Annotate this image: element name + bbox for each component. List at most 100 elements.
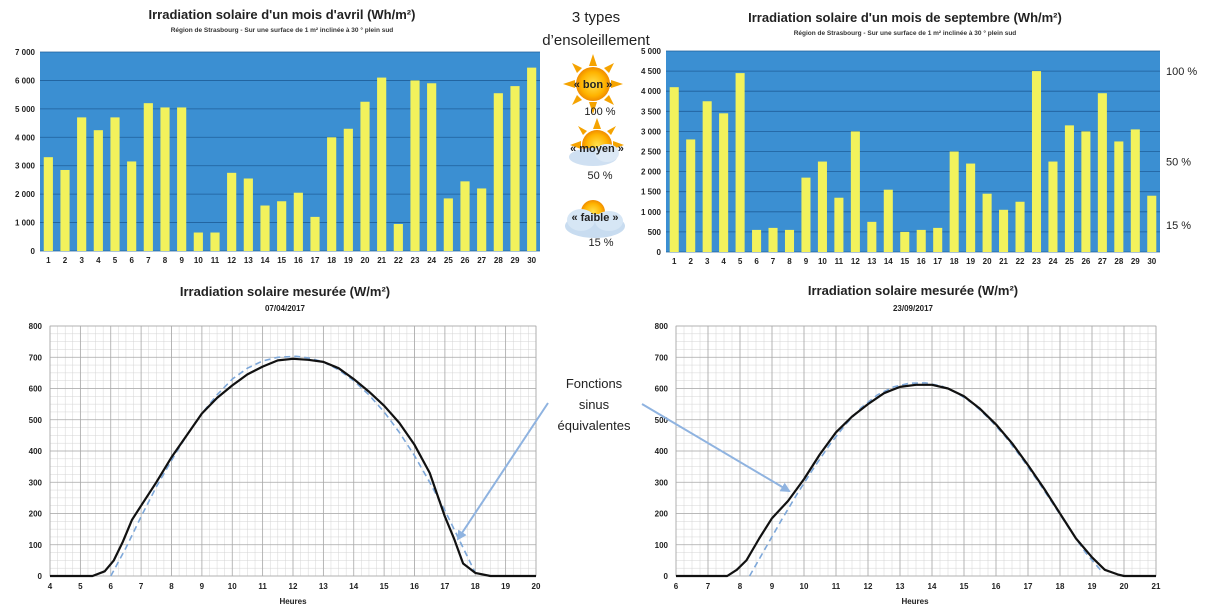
april-bar <box>293 192 303 251</box>
sunshine-types-panel: 3 types d’ensoleillement « bon » 100 % <box>542 9 650 249</box>
april-subtitle: Région de Strasbourg - Sur une surface d… <box>171 26 394 34</box>
september-bar <box>916 229 926 252</box>
april-bar <box>160 107 170 251</box>
september-x-tick-label: 3 <box>705 257 710 266</box>
april-bar <box>343 128 353 251</box>
september-bar <box>1015 201 1025 252</box>
april-bars <box>43 67 537 252</box>
september-day-sine-line <box>748 382 1103 577</box>
september-bars <box>669 71 1157 253</box>
september-day-x-tick-label: 19 <box>1088 582 1097 591</box>
april-bar <box>510 86 520 251</box>
september-right-label: 50 % <box>1166 157 1191 169</box>
april-bar <box>127 161 137 251</box>
september-bar <box>752 229 762 252</box>
april-day-xlabel: Heures <box>279 597 307 606</box>
september-x-tick-label: 30 <box>1147 257 1156 266</box>
september-bar <box>1114 141 1124 252</box>
april-x-tick-label: 13 <box>244 256 253 265</box>
september-x-tick-label: 12 <box>851 257 860 266</box>
april-x-tick-label: 7 <box>146 256 151 265</box>
september-y-tick-label: 4 000 <box>641 87 662 96</box>
september-day-x-tick-label: 14 <box>928 582 937 591</box>
september-day-x-tick-label: 20 <box>1120 582 1129 591</box>
april-bar <box>243 178 253 251</box>
april-bar <box>460 181 470 251</box>
april-bar <box>110 117 120 251</box>
april-day-measured-line <box>50 357 536 578</box>
april-x-tick-label: 30 <box>527 256 536 265</box>
september-x-tick-label: 6 <box>754 257 759 266</box>
september-day-lines <box>676 382 1156 578</box>
april-x-tick-label: 21 <box>377 256 386 265</box>
april-bar <box>210 232 220 251</box>
september-day-x-tick-label: 9 <box>770 582 775 591</box>
april-bar <box>260 205 270 251</box>
september-subtitle: Région de Strasbourg - Sur une surface d… <box>794 29 1017 37</box>
april-bar <box>277 201 287 251</box>
september-bar <box>735 73 745 252</box>
type-bon-percent: 100 % <box>584 106 615 118</box>
september-right-label: 15 % <box>1166 220 1191 232</box>
september-y-tick-label: 5 000 <box>641 47 662 56</box>
september-day-x-tick-label: 6 <box>674 582 679 591</box>
april-bar <box>393 223 403 251</box>
april-x-tick-label: 17 <box>311 256 320 265</box>
type-faible-percent: 15 % <box>588 237 613 249</box>
april-x-tick-label: 9 <box>179 256 184 265</box>
september-bar <box>850 131 860 252</box>
april-x-tick-label: 11 <box>211 256 220 265</box>
september-day-x-tick-label: 16 <box>992 582 1001 591</box>
april-x-tick-label: 29 <box>511 256 520 265</box>
september-bar <box>1130 129 1140 252</box>
annotation-arrow-right <box>641 403 791 493</box>
september-x-tick-label: 24 <box>1049 257 1058 266</box>
chart-september-day: Irradiation solaire mesurée (W/m²) 23/09… <box>655 283 1161 606</box>
september-day-y-ticks: 0 100 200 300 400 500 600 700 800 <box>655 322 669 581</box>
april-x-tick-label: 15 <box>277 256 286 265</box>
april-day-x-tick-label: 14 <box>349 582 358 591</box>
september-y-tick-label: 1 000 <box>641 208 662 217</box>
september-day-x-tick-label: 8 <box>738 582 743 591</box>
april-bar <box>77 117 87 251</box>
september-bar <box>784 229 795 252</box>
september-x-tick-label: 10 <box>818 257 827 266</box>
september-x-tick-label: 1 <box>672 257 677 266</box>
annotation-arrow-left <box>456 402 549 541</box>
april-y-tick-label: 4 000 <box>15 133 36 142</box>
september-x-tick-label: 20 <box>983 257 992 266</box>
september-day-title: Irradiation solaire mesurée (W/m²) <box>808 283 1018 298</box>
april-x-tick-label: 12 <box>227 256 236 265</box>
september-y-tick-label: 3 500 <box>641 107 662 116</box>
april-x-tick-label: 26 <box>461 256 470 265</box>
september-day-date: 23/09/2017 <box>893 304 934 313</box>
april-x-tick-label: 24 <box>427 256 436 265</box>
april-day-x-tick-label: 10 <box>228 582 237 591</box>
april-day-x-tick-label: 20 <box>532 582 541 591</box>
september-day-x-tick-label: 17 <box>1024 582 1033 591</box>
april-bar <box>93 130 103 251</box>
september-day-x-ticks: 6 7 8 9 10 11 12 13 14 15 16 17 18 19 20 21 <box>674 582 1161 591</box>
september-bar <box>768 227 778 252</box>
september-y-tick-label: 500 <box>648 228 662 237</box>
april-day-x-tick-label: 6 <box>109 582 114 591</box>
september-x-tick-label: 7 <box>771 257 776 266</box>
type-moyen-label: « moyen » <box>570 143 624 155</box>
september-bar <box>817 161 827 252</box>
april-day-y-tick-label: 100 <box>29 541 43 550</box>
september-day-x-tick-label: 15 <box>960 582 969 591</box>
april-plot-area <box>40 52 540 251</box>
april-bar <box>410 80 420 251</box>
september-x-tick-label: 28 <box>1114 257 1123 266</box>
september-x-tick-label: 16 <box>917 257 926 266</box>
september-bar <box>1081 131 1091 252</box>
september-bar <box>883 189 893 252</box>
april-day-sine-line <box>110 355 477 577</box>
april-day-date: 07/04/2017 <box>265 304 306 313</box>
april-y-ticks: 0 1 000 2 000 3 000 4 000 5 000 6 000 7 000 <box>15 48 36 256</box>
april-day-x-ticks: 4 5 6 7 8 9 10 11 12 13 14 15 16 17 18 19 20 <box>48 582 541 591</box>
april-bar <box>427 83 437 252</box>
april-day-y-tick-label: 200 <box>29 510 43 519</box>
april-day-x-tick-label: 9 <box>200 582 205 591</box>
april-day-y-tick-label: 800 <box>29 322 43 331</box>
